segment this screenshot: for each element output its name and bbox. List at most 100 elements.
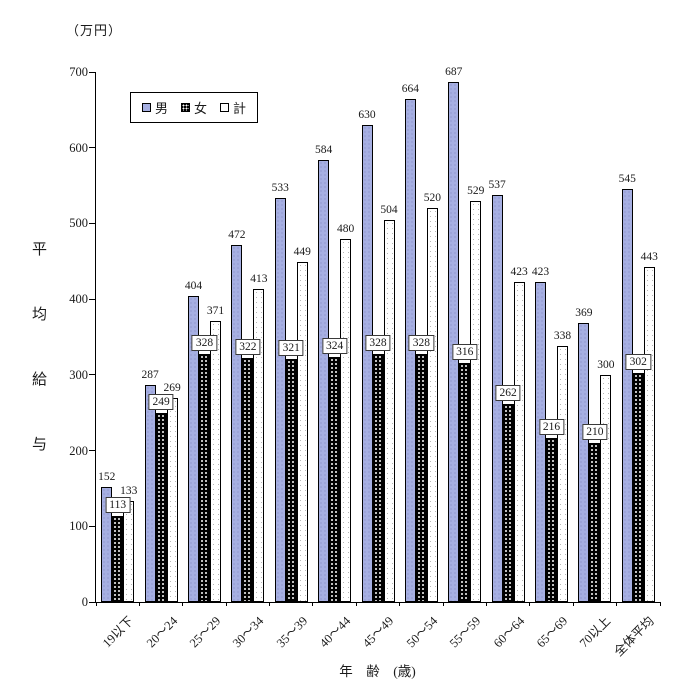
bar-total-全体平均 (643, 266, 655, 602)
value-label-female-50～54: 328 (408, 334, 434, 351)
bar-male-30～34 (231, 244, 243, 602)
value-label-male-25～29: 404 (184, 280, 203, 293)
y-axis-unit-label: （万円） (66, 23, 123, 38)
x-category-label-65～69: 65～69 (533, 613, 571, 651)
legend-label-male: 男 (155, 101, 169, 116)
bar-male-70以上 (578, 322, 590, 602)
value-label-male-全体平均: 545 (618, 173, 636, 186)
bar-female-45～49 (372, 353, 384, 602)
x-tick-mark (182, 602, 184, 606)
bar-total-50～54 (426, 208, 438, 602)
bar-male-20～24 (144, 384, 156, 602)
y-tick-mark (89, 298, 95, 300)
x-axis-title: 年 齢 (歳) (339, 664, 416, 679)
value-label-total-60～64: 423 (510, 265, 528, 278)
female-swatch-icon (181, 103, 191, 112)
x-category-label-35～39: 35～39 (273, 613, 310, 651)
x-tick-mark (312, 602, 314, 606)
x-category-label-40～44: 40～44 (316, 613, 354, 651)
x-category-label-20～24: 20～24 (143, 613, 180, 651)
plot-area: 男 女 計 0 100 200 300 400 500 600 700 152 113 133 19以… (69, 65, 661, 659)
value-label-male-20～24: 287 (141, 368, 159, 381)
y-axis-title-char: 均 (32, 307, 48, 323)
value-label-female-45～49: 328 (365, 334, 391, 351)
x-tick-mark (355, 602, 357, 606)
bar-total-45～49 (383, 220, 395, 602)
legend-label-total: 計 (233, 101, 247, 116)
bar-total-65～69 (557, 346, 569, 602)
bar-male-全体平均 (621, 189, 633, 602)
x-category-label-55～59: 55～59 (447, 613, 484, 651)
legend-item-male: 男 (142, 98, 168, 117)
bar-total-60～64 (513, 281, 525, 602)
x-category-label-30～34: 30～34 (230, 613, 267, 651)
value-label-female-19以下: 113 (105, 497, 131, 514)
value-label-total-35～39: 449 (293, 246, 311, 259)
legend-label-female: 女 (194, 101, 208, 116)
x-tick-mark (529, 602, 531, 606)
value-label-male-70以上: 369 (575, 306, 593, 319)
x-category-label-25～29: 25～29 (186, 613, 224, 651)
value-label-male-65～69: 423 (531, 265, 550, 278)
bar-female-25～29 (198, 353, 210, 602)
y-tick-label: 100 (69, 519, 88, 534)
y-tick-mark (89, 147, 95, 149)
y-tick-label: 600 (69, 140, 88, 155)
value-label-total-55～59: 529 (467, 185, 485, 198)
legend-item-total: 計 (220, 98, 246, 117)
bar-total-30～34 (253, 289, 265, 602)
value-label-total-65～69: 338 (553, 330, 572, 343)
bar-total-70以上 (600, 374, 612, 602)
value-label-total-45～49: 504 (380, 204, 398, 217)
value-label-male-50～54: 664 (401, 83, 419, 96)
y-tick-label: 400 (69, 292, 88, 307)
y-tick-mark (89, 525, 95, 527)
bar-male-25～29 (187, 296, 199, 602)
y-tick-mark (89, 222, 95, 224)
bar-female-20～24 (155, 413, 167, 602)
bar-female-全体平均 (632, 373, 644, 602)
legend-item-female: 女 (181, 98, 207, 117)
value-label-female-35～39: 321 (278, 339, 304, 356)
y-axis-title-char: 平 (32, 242, 48, 258)
value-label-female-30～34: 322 (235, 339, 261, 356)
x-tick-mark (572, 602, 574, 606)
bar-female-35～39 (285, 358, 297, 602)
x-tick-mark (616, 602, 618, 606)
value-label-female-25～29: 328 (191, 334, 218, 351)
male-swatch-icon (142, 103, 151, 112)
value-label-total-40～44: 480 (336, 222, 355, 235)
x-tick-mark (659, 602, 661, 606)
bar-male-45～49 (361, 125, 373, 602)
value-label-total-全体平均: 443 (640, 250, 658, 263)
value-label-female-全体平均: 302 (625, 354, 651, 371)
y-tick-mark (89, 71, 95, 73)
bar-female-40～44 (329, 356, 341, 602)
x-tick-mark (138, 602, 140, 606)
value-label-female-55～59: 316 (452, 343, 478, 360)
y-tick-label: 500 (69, 216, 88, 231)
legend: 男 女 計 (130, 92, 259, 123)
y-tick-label: 200 (69, 443, 88, 458)
value-label-total-50～54: 520 (423, 192, 441, 205)
bar-female-19以下 (112, 516, 124, 602)
bar-female-30～34 (242, 358, 254, 602)
x-category-label-50～54: 50～54 (403, 613, 441, 651)
y-tick-label: 0 (81, 595, 88, 609)
total-swatch-icon (220, 103, 230, 112)
bar-male-19以下 (101, 486, 113, 602)
y-tick-mark (89, 374, 95, 376)
value-label-total-19以下: 133 (120, 485, 138, 498)
bar-male-65～69 (535, 281, 547, 602)
y-tick-label: 700 (69, 65, 88, 79)
bar-female-70以上 (589, 443, 601, 602)
x-category-label-45～49: 45～49 (360, 613, 397, 651)
y-tick-mark (89, 601, 95, 603)
value-label-total-70以上: 300 (597, 358, 615, 371)
x-tick-mark (95, 602, 97, 606)
value-label-total-20～24: 269 (163, 382, 181, 395)
value-label-female-60～64: 262 (495, 384, 521, 401)
x-category-label-60～64: 60～64 (490, 613, 527, 651)
value-label-male-40～44: 584 (314, 143, 333, 156)
